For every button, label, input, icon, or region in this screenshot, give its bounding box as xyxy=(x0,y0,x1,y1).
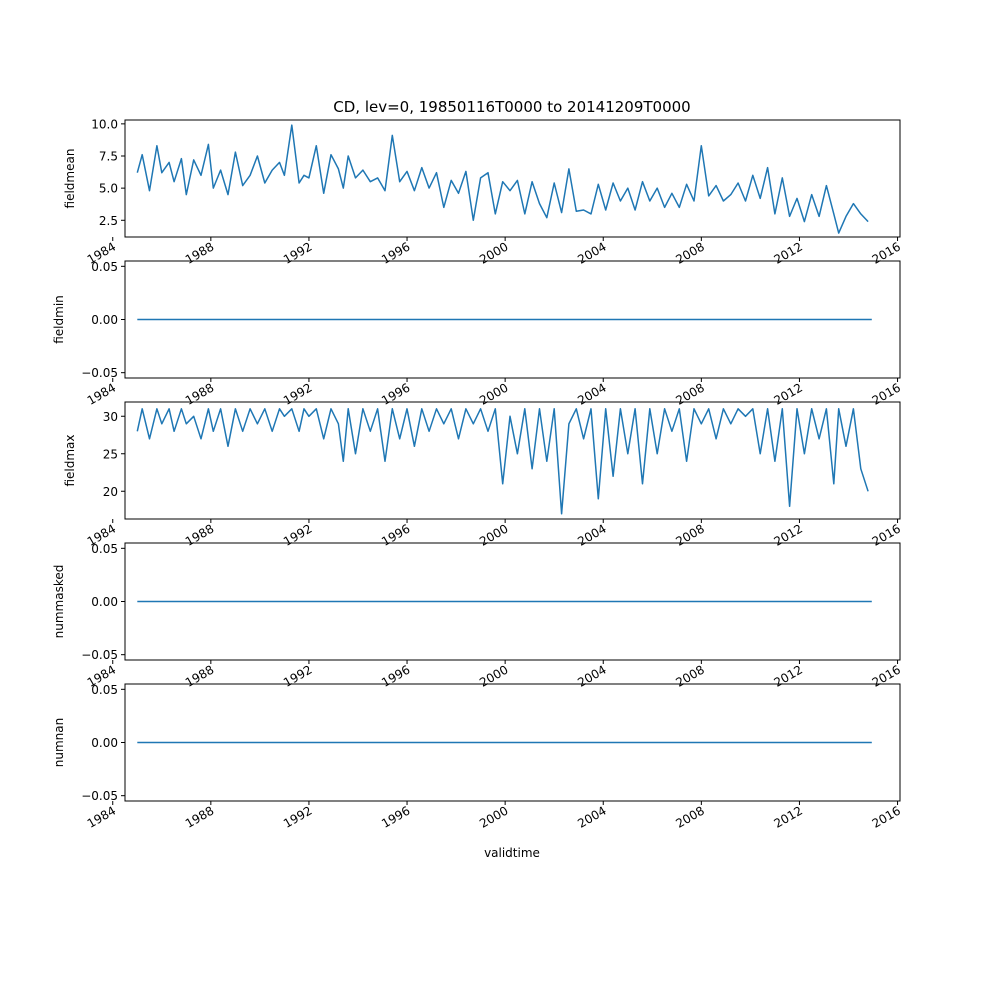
y-tick-label: 0.00 xyxy=(91,313,118,327)
y-tick-label: 0.05 xyxy=(91,683,118,697)
axes-frame xyxy=(124,119,901,238)
series-line-fieldmax xyxy=(136,408,869,515)
y-axis-label: fieldmax xyxy=(63,434,77,486)
y-tick-label: 20 xyxy=(103,485,118,499)
y-tick-label: 30 xyxy=(103,410,118,424)
y-axis-label: numnan xyxy=(52,718,66,767)
y-tick-label: 0.05 xyxy=(91,542,118,556)
x-axis-label: validtime xyxy=(484,846,540,860)
y-axis-label: fieldmin xyxy=(52,295,66,344)
y-tick-label: 5.0 xyxy=(99,182,118,196)
y-tick-label: 7.5 xyxy=(99,150,118,164)
y-tick-label: −0.05 xyxy=(81,366,118,380)
y-tick-label: −0.05 xyxy=(81,789,118,803)
y-tick-label: 25 xyxy=(103,447,118,461)
series-line-fieldmean xyxy=(136,124,869,234)
y-tick-label: 0.00 xyxy=(91,595,118,609)
y-tick-label: 0.00 xyxy=(91,736,118,750)
y-tick-label: 0.05 xyxy=(91,260,118,274)
y-tick-label: 10.0 xyxy=(91,117,118,131)
y-tick-label: 2.5 xyxy=(99,214,118,228)
y-tick-label: −0.05 xyxy=(81,648,118,662)
axes-frame xyxy=(124,401,901,520)
y-axis-label: fieldmean xyxy=(63,149,77,209)
y-axis-label: nummasked xyxy=(52,565,66,639)
figure-title: CD, lev=0, 19850116T0000 to 20141209T000… xyxy=(333,98,690,116)
